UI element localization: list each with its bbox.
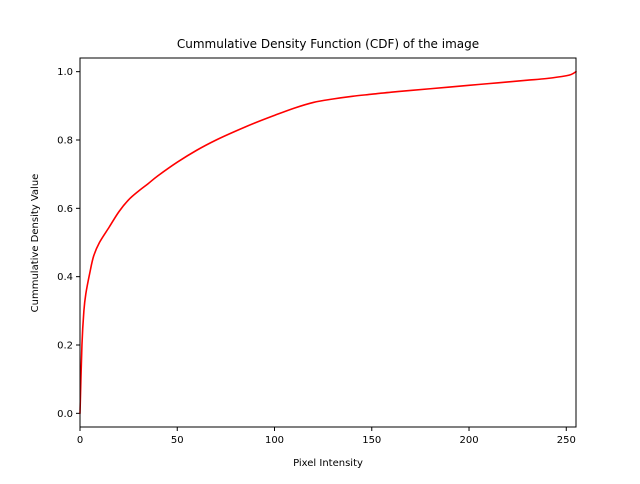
- series-line-cdf: [79, 70, 577, 415]
- y-axis-ticks: 0.0 0.2 0.4 0.6 0.8 1.0: [57, 67, 80, 420]
- y-tick-label: 0.0: [57, 409, 73, 420]
- y-tick-label: 0.2: [57, 341, 73, 352]
- chart-title: Cummulative Density Function (CDF) of th…: [177, 37, 479, 51]
- x-axis-ticks: 0 50 100 150 200 250: [77, 427, 576, 446]
- y-tick-label: 0.4: [57, 272, 73, 283]
- y-tick-label: 0.8: [57, 136, 73, 147]
- x-tick-label: 150: [362, 435, 381, 446]
- x-tick-label: 50: [171, 435, 184, 446]
- x-axis-label: Pixel Intensity: [293, 458, 363, 469]
- y-axis-label: Cummulative Density Value: [30, 174, 41, 313]
- y-tick-label: 1.0: [57, 67, 73, 78]
- x-tick-label: 0: [77, 435, 83, 446]
- plot-area: [80, 58, 576, 427]
- y-tick-label: 0.6: [57, 204, 73, 215]
- x-tick-label: 100: [265, 435, 284, 446]
- plot-frame: [79, 57, 577, 428]
- x-tick-label: 200: [459, 435, 478, 446]
- x-tick-label: 250: [557, 435, 576, 446]
